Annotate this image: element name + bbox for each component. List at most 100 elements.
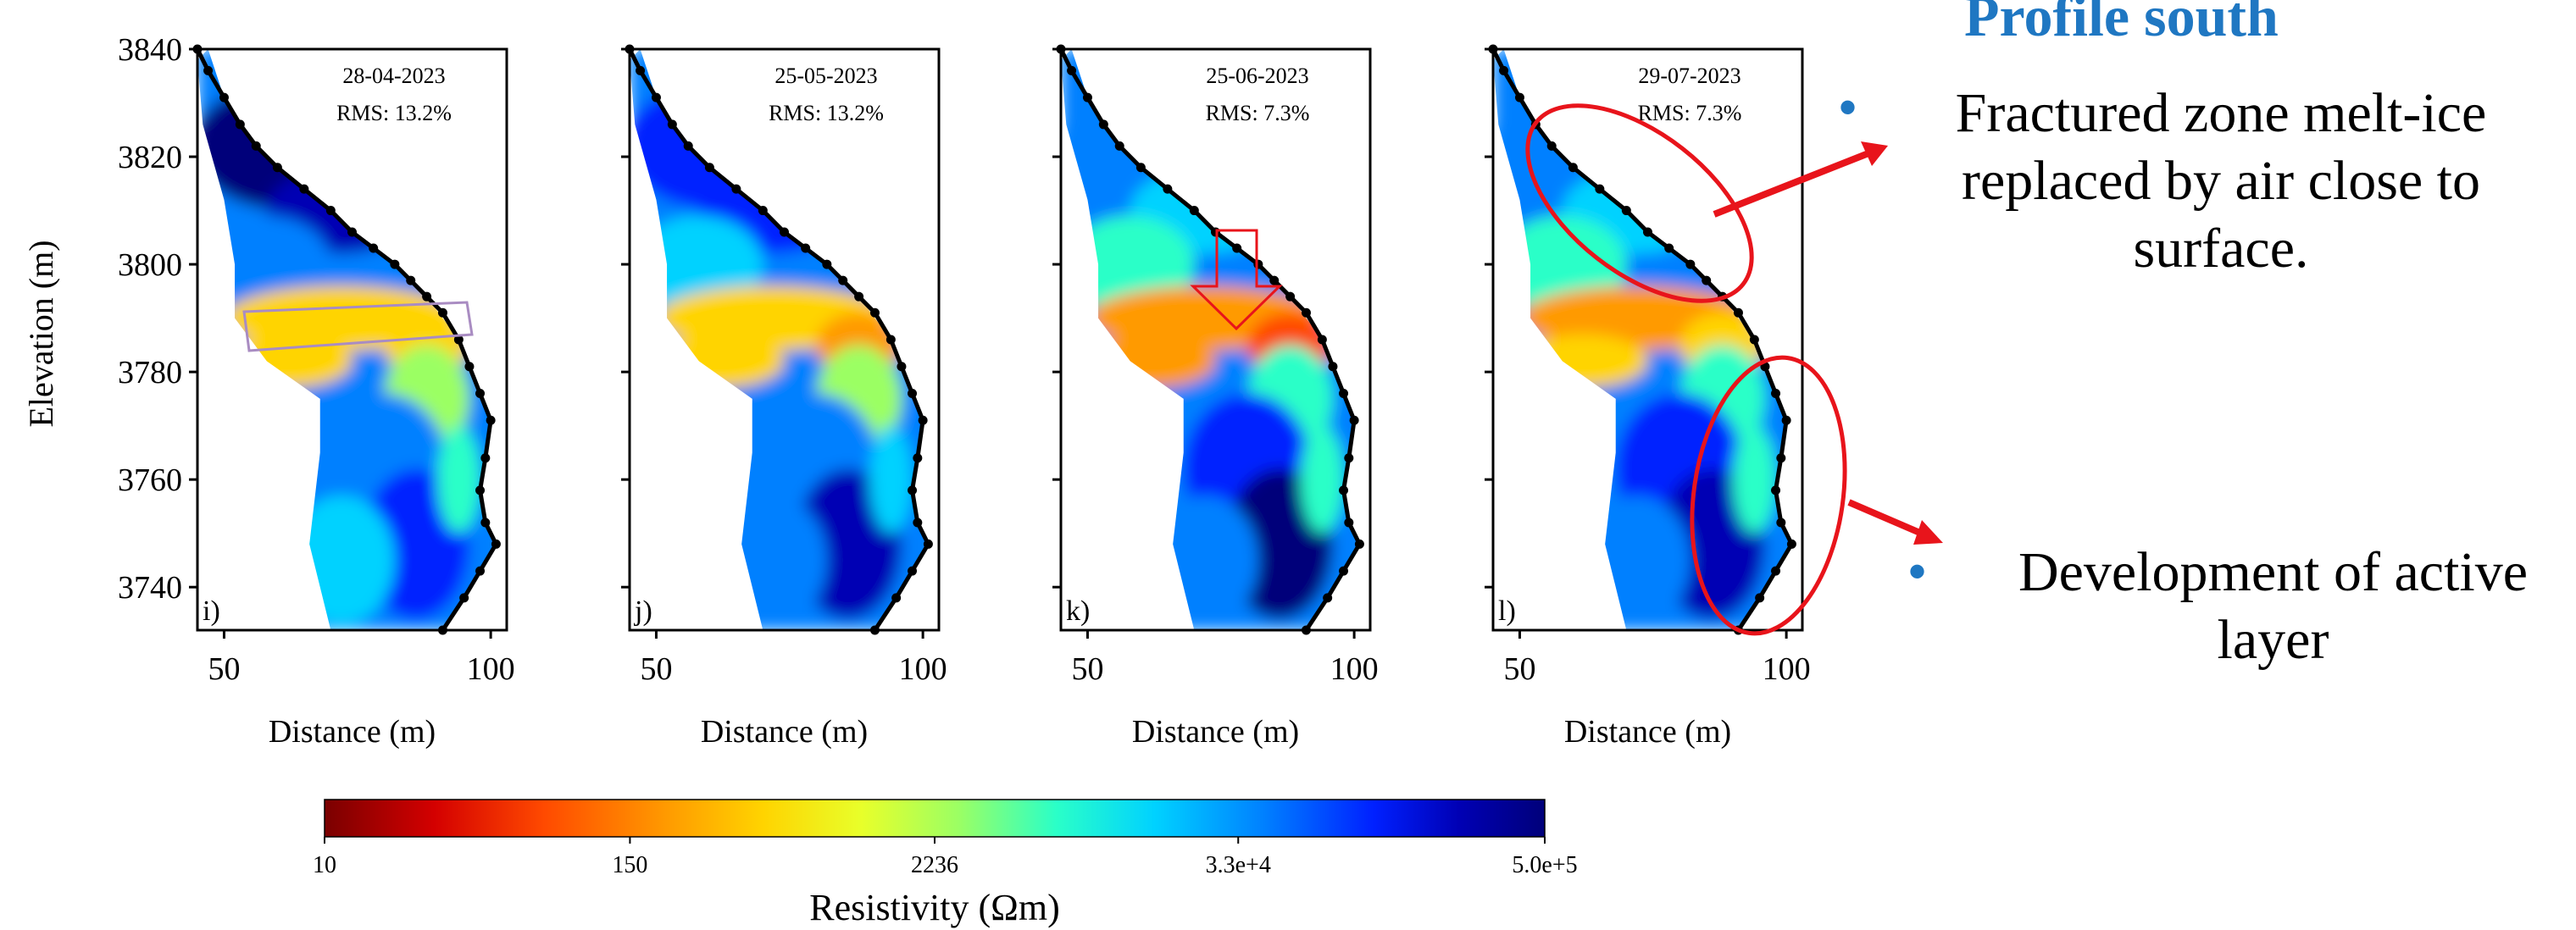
electrode-marker [1499,65,1509,75]
selection-box [242,301,474,352]
electrode-marker [1776,453,1786,463]
panel-frame [1059,47,1372,632]
arrow-head-1 [1861,141,1888,166]
y-tick-label: 3820 [118,140,182,175]
arrow-line-1 [1713,150,1870,218]
electrode-marker [1344,518,1354,528]
electrode-marker [651,92,661,102]
electrode-marker [1781,415,1791,425]
electrode-marker [299,184,309,194]
electrode-marker [1114,141,1124,151]
electrode-marker [1082,92,1092,102]
resistivity-cell [1301,425,1344,534]
panel-frame [1491,47,1804,632]
electrode-marker [390,259,400,269]
electrode-marker [891,593,902,603]
panel-3: 50 100 Distance (m) 25-06-2023 RMS: 7.3% k) [1052,44,1379,750]
resistivity-cell [287,495,395,625]
panel-label: l) [1498,595,1516,627]
panel-date: 25-05-2023 [774,64,877,88]
panel-2: 50 100 Distance (m) 25-05-2023 RMS: 13.2% j) [621,44,947,750]
electrode-marker [1755,593,1765,603]
electrode-marker [1514,92,1524,102]
panel-rms: RMS: 7.3% [1206,101,1310,125]
panels: 3840 3820 3800 3780 3760 3740 50 100 Distance (m… [118,32,1811,750]
electrode-marker [1317,335,1327,345]
electrode-marker [1771,389,1781,399]
x-tick-label: 50 [1503,651,1535,687]
electrode-marker [1771,485,1781,495]
electrode-marker [422,291,432,302]
electrode-marker [475,389,486,399]
electrode-marker [1253,259,1263,269]
resistivity-cell [1733,425,1776,534]
electrode-marker [251,141,261,151]
electrode-marker [1344,453,1354,463]
colorbar: 10 150 2236 3.3e+4 5.0e+5 Resistivity (Ωm) [313,799,1578,928]
electrode-marker [1269,275,1280,285]
panel-date: 25-06-2023 [1206,64,1308,88]
electrode-marker [464,362,475,372]
electrode-marker [1301,307,1311,318]
panel-label: j) [634,595,652,627]
resistivity-cell [719,495,827,625]
electrode-marker [918,415,928,425]
panel-date: 29-07-2023 [1638,64,1740,88]
electrode-marker [480,453,491,463]
colorbar-gradient [324,799,1546,838]
arrow-head-2 [1913,520,1943,545]
electrode-marker [1643,227,1652,237]
y-tick-label: 3800 [118,247,182,283]
electrode-marker [272,163,282,173]
y-tick-label: 3760 [118,462,182,498]
panel-4: 50 100 Distance (m) 29-07-2023 RMS: 7.3% l) [1485,44,1811,750]
electrode-marker [369,243,379,253]
electrode-marker [913,518,923,528]
electrode-marker [908,485,918,495]
electrode-marker [1339,389,1349,399]
resistivity-cell [1583,495,1690,625]
electrode-marker [780,227,789,237]
x-tick-label: 100 [899,651,947,687]
electrode-marker [475,566,486,576]
electrode-marker [1749,335,1759,345]
electrode-marker [1232,243,1242,253]
y-axis-label: Elevation (m) [22,240,60,427]
electrode-marker [1189,206,1199,216]
electrode-marker [1733,307,1743,318]
electrode-marker [801,243,811,253]
x-axis-label: Distance (m) [701,714,868,750]
electrode-marker [1354,539,1364,549]
panel-label: k) [1066,595,1090,627]
electrode-marker [913,453,923,463]
electrode-marker [219,92,229,102]
panel-rms: RMS: 7.3% [1638,101,1742,125]
electrode-marker [897,362,907,372]
active-layer-ellipse [1690,355,1847,636]
x-axis-label: Distance (m) [269,714,436,750]
electrode-marker [758,206,768,216]
colorbar-tick-label: 10 [313,852,336,878]
colorbar-tick-label: 3.3e+4 [1206,852,1271,878]
electrode-marker [1776,518,1786,528]
resistivity-cell [869,425,913,534]
electrode-marker [822,259,832,269]
x-tick-label: 50 [208,651,240,687]
electrode-marker [731,184,741,194]
electrode-marker [325,206,336,216]
electrode-marker [886,335,896,345]
electrode-marker [1323,593,1333,603]
y-tick-label: 3780 [118,355,182,390]
panel-label: i) [203,595,220,627]
electrode-marker [683,141,693,151]
electrode-marker [1771,566,1781,576]
annotations [242,103,1943,636]
electrode-marker [1568,163,1578,173]
resistivity-cell [656,334,785,389]
resistivity-cell [224,334,353,389]
panel-date: 28-04-2023 [342,64,445,88]
electrode-marker [869,307,880,318]
electrode-marker [1664,243,1674,253]
electrode-marker [203,65,214,75]
